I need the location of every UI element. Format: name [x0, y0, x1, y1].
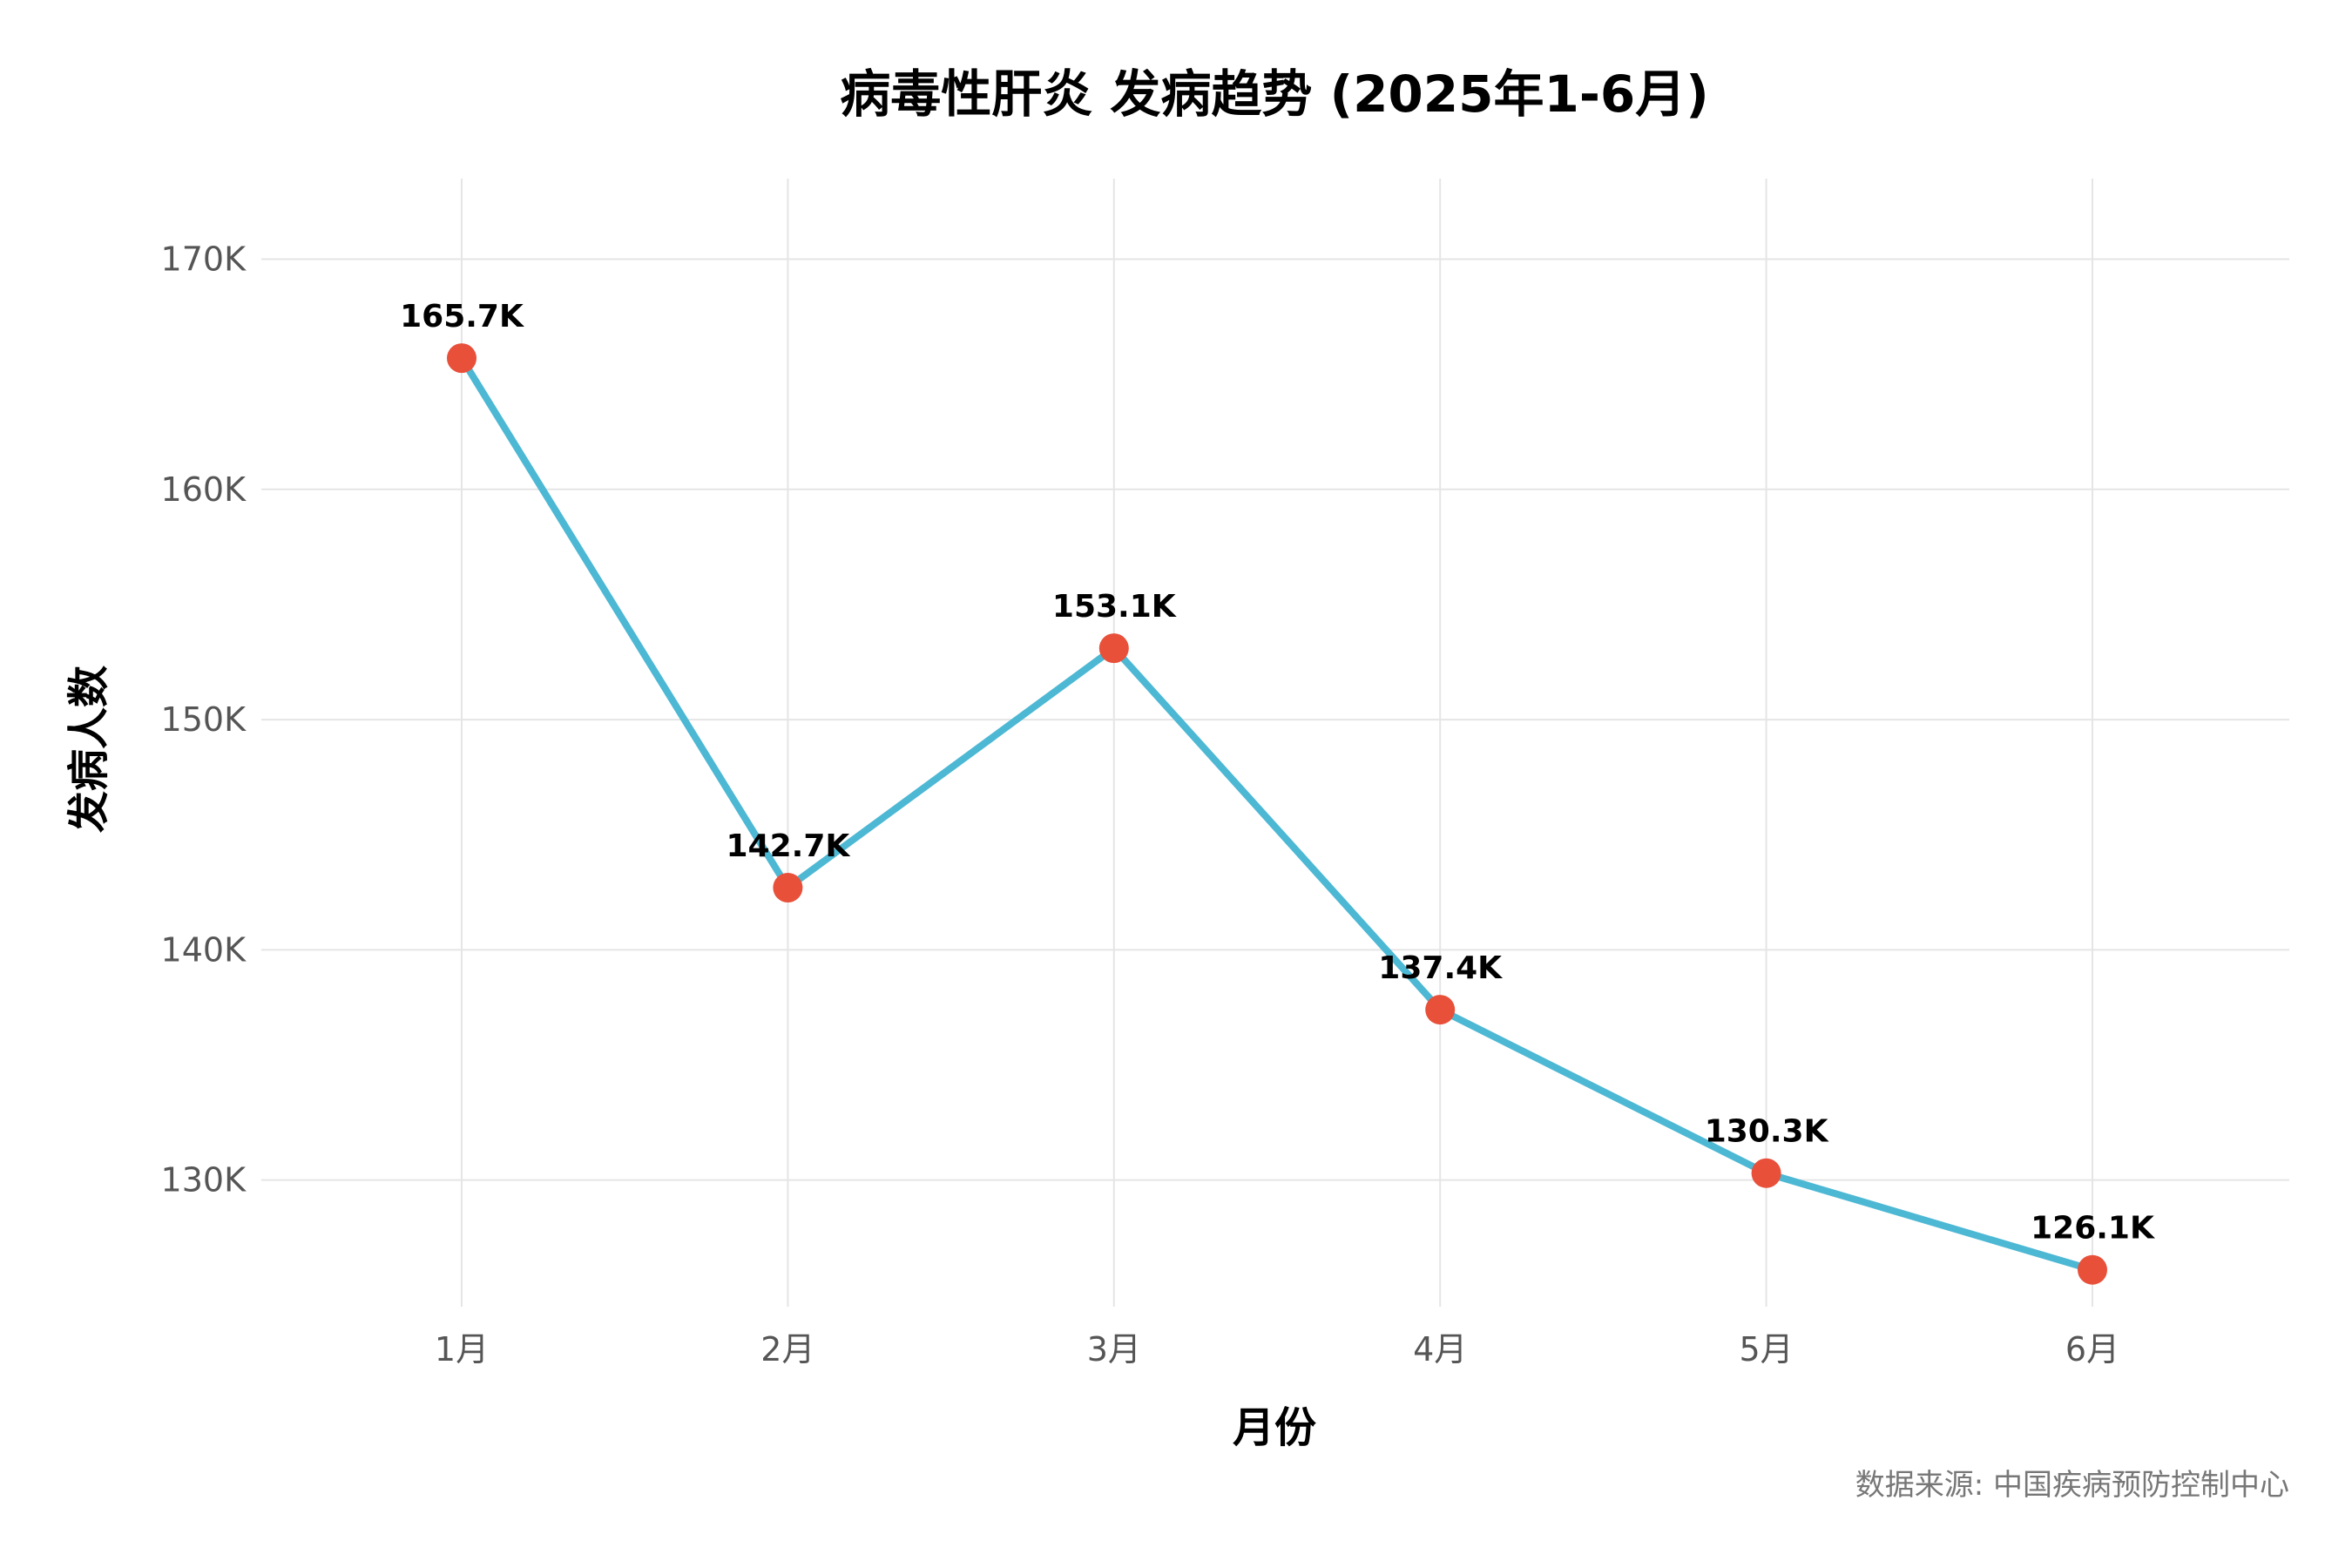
data-label: 130.3K: [1705, 1114, 1829, 1150]
data-point: [773, 873, 803, 902]
y-tick-label: 160K: [161, 470, 247, 509]
y-axis-title: 发病人数: [64, 666, 113, 833]
axis-labels: 130K 140K 150K 160K 170K 1月 2月 3月 4月 5月 6月: [161, 240, 2120, 1369]
data-point: [1425, 995, 1456, 1025]
y-tick-label: 150K: [161, 700, 247, 739]
x-axis-title: 月份: [1233, 1403, 1316, 1452]
y-tick-label: 170K: [161, 240, 247, 279]
series-layer: [447, 343, 2107, 1285]
data-point: [1751, 1158, 1781, 1188]
data-labels: 165.7K 142.7K 153.1K 137.4K 130.3K 126.1K: [400, 299, 2155, 1247]
data-point: [447, 343, 476, 374]
x-tick-label: 4月: [1413, 1330, 1467, 1369]
x-tick-label: 1月: [435, 1330, 489, 1369]
x-tick-label: 2月: [760, 1330, 814, 1369]
y-tick-label: 130K: [161, 1161, 247, 1200]
x-tick-label: 6月: [2065, 1330, 2119, 1369]
grid-lines: [261, 179, 2289, 1307]
y-tick-label: 140K: [161, 930, 247, 969]
data-label: 153.1K: [1052, 589, 1177, 625]
chart-title: 病毒性肝炎 发病趋势 (2025年1-6月): [840, 64, 1709, 124]
data-source-caption: 数据来源: 中国疾病预防控制中心: [1855, 1468, 2289, 1503]
series-line: [458, 355, 2096, 1274]
data-label: 165.7K: [400, 299, 524, 335]
data-point: [1098, 633, 1129, 664]
data-label: 137.4K: [1378, 950, 1503, 986]
x-tick-label: 5月: [1740, 1330, 1794, 1369]
data-point: [2078, 1254, 2107, 1285]
data-label: 126.1K: [2031, 1211, 2155, 1247]
x-tick-label: 3月: [1087, 1330, 1141, 1369]
data-label: 142.7K: [727, 828, 851, 864]
